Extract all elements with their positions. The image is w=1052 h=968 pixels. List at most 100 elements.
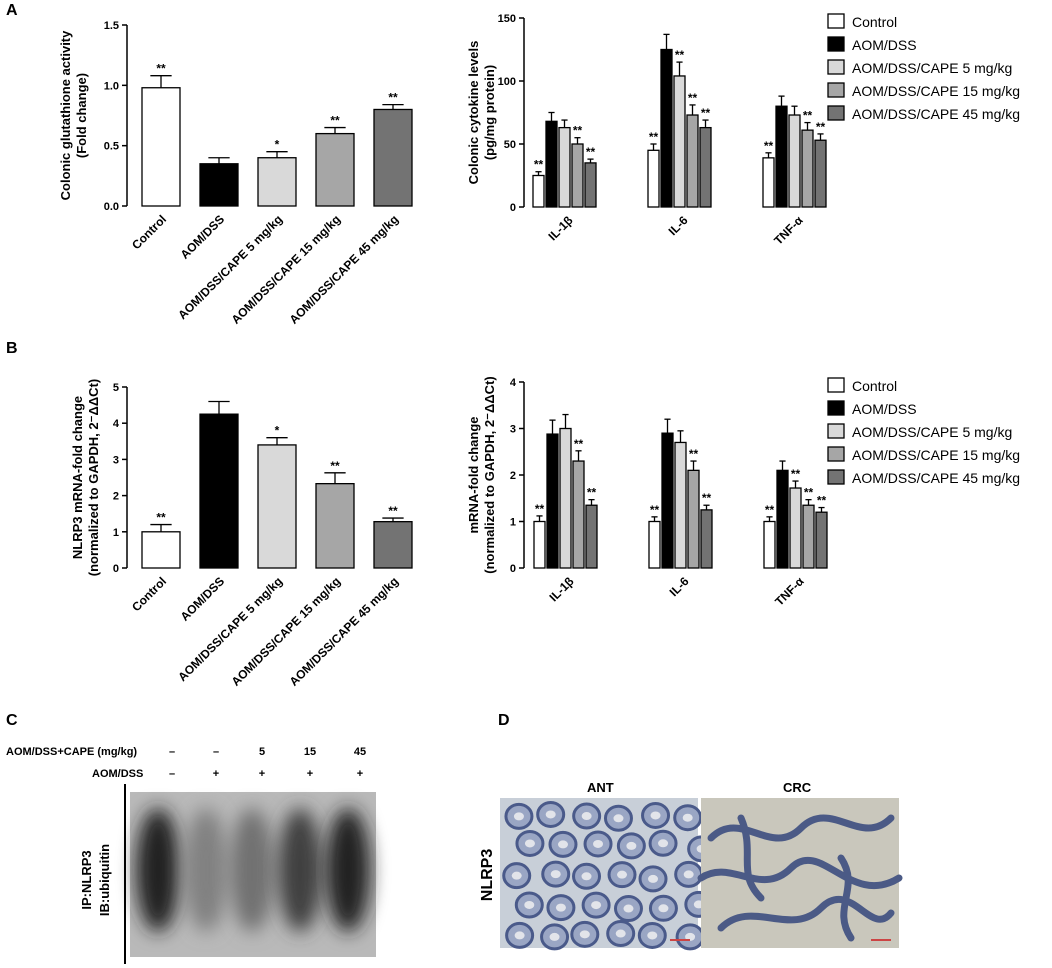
y-axis-label-line: Colonic glutathione activity (58, 30, 73, 201)
legend-label: AOM/DSS (852, 37, 917, 53)
y-axis-label-line: (Fold change) (74, 73, 89, 158)
nlrp3-mrna-bar-chart: 0 1 2 3 4 5 NLRP3 mRNA-fold change(normalized … (70, 379, 413, 689)
blot-y-label-line2: IB:ubiquitin (97, 843, 112, 917)
legend-swatch (827, 36, 845, 52)
bar (257, 444, 297, 569)
crypt-lumen (579, 930, 590, 939)
category-label: AOM/DSS/CAPE 15 mg/kg (229, 212, 344, 327)
y-tick-label: 1 (510, 517, 516, 529)
crypt-lumen (514, 931, 525, 940)
crypt-lumen (683, 870, 694, 879)
ubiquitin-smear (278, 808, 322, 932)
crypt-lumen (545, 810, 556, 819)
tumor-gland (737, 814, 765, 902)
bar (776, 469, 789, 569)
panel-letter-a: A (6, 2, 18, 19)
legend-label: AOM/DSS/CAPE 15 mg/kg (852, 83, 1020, 99)
significance-label: ** (804, 486, 814, 500)
significance-label: ** (689, 447, 699, 461)
crypt-lumen (593, 839, 604, 848)
significance-label: ** (534, 158, 544, 172)
crypt-lumen (648, 874, 659, 883)
crypt-lumen (591, 901, 602, 910)
significance-label: ** (649, 130, 659, 144)
y-axis-label-line: mRNA-fold change (466, 417, 481, 534)
crypt-lumen (685, 932, 696, 941)
blot-row1-value: 45 (353, 746, 367, 758)
blot-row1-value: 5 (258, 746, 266, 758)
bar (815, 511, 828, 569)
bar (788, 114, 801, 208)
bar (762, 157, 775, 208)
legend-swatch (827, 13, 845, 29)
bar (257, 157, 297, 207)
bar (647, 149, 660, 208)
blot-row1-value: – (168, 746, 176, 758)
y-axis-label: mRNA-fold change(normalized to GAPDH, 2⁻… (466, 376, 497, 573)
category-label: AOM/DSS/CAPE 15 mg/kg (229, 574, 344, 689)
significance-label: ** (765, 503, 775, 517)
crypt-lumen (615, 929, 626, 938)
y-tick-label: 1.5 (104, 20, 119, 32)
bar (648, 520, 661, 569)
blot-image (130, 792, 376, 957)
bar (558, 126, 571, 208)
crypt-lumen (513, 812, 524, 821)
y-axis-label-line: (normalized to GAPDH, 2⁻ΔΔCt) (482, 376, 497, 573)
legend-label: AOM/DSS (852, 401, 917, 417)
blot-y-label: IP:NLRP3 IB:ubiquitin (78, 805, 114, 955)
legend-label: Control (852, 14, 897, 30)
crypt-lumen (617, 870, 628, 879)
crypt-lumen (613, 814, 624, 823)
bar (532, 174, 545, 208)
category-label: AOM/DSS (178, 574, 228, 624)
y-tick-label: 1 (113, 527, 119, 539)
ihc-row-label: NLRP3 (479, 848, 496, 902)
category-label: IL-1β (545, 213, 575, 243)
crypt-lumen (626, 841, 637, 850)
significance-label: ** (574, 437, 584, 451)
crypt-lumen (647, 931, 658, 940)
category-label: IL-6 (666, 213, 691, 238)
ubiquitin-smear (230, 808, 274, 932)
category-label: AOM/DSS/CAPE 5 mg/kg (175, 574, 285, 684)
bar (315, 132, 355, 207)
y-axis-label: Colonic glutathione activity(Fold change… (58, 30, 89, 201)
bar (545, 120, 558, 208)
significance-label: ** (330, 114, 340, 128)
y-tick-label: 0 (510, 202, 516, 214)
panel-letter-c: C (6, 712, 18, 729)
crypt-lumen (524, 839, 535, 848)
bar (533, 520, 546, 569)
glutathione-bar-chart: 0.0 0.5 1.0 1.5 Colonic glutathione activity… (58, 20, 413, 327)
crypt-lumen (550, 870, 561, 879)
y-tick-label: 3 (510, 424, 516, 436)
bar (673, 75, 686, 208)
significance-label: ** (816, 120, 826, 134)
legend-swatch (827, 400, 845, 416)
significance-label: ** (650, 503, 660, 517)
y-tick-label: 4 (113, 418, 120, 430)
y-axis-label-line: (pg/mg protein) (482, 65, 497, 160)
bar (763, 520, 776, 569)
panel-letter-d: D (498, 712, 510, 729)
significance-label: * (275, 424, 280, 438)
blot-row1-value: 15 (303, 746, 317, 758)
bar (199, 413, 239, 569)
significance-label: ** (701, 106, 711, 120)
bar (661, 432, 674, 569)
bar (572, 460, 585, 569)
bar (700, 509, 713, 569)
category-label: TNF-α (771, 213, 806, 248)
blot-row1-value: – (212, 746, 220, 758)
blot-divider (124, 784, 126, 964)
category-label: IL-1β (546, 574, 576, 604)
category-label: Control (129, 212, 169, 252)
y-tick-label: 2 (113, 491, 119, 503)
legend-swatch (827, 59, 845, 75)
legend-label: AOM/DSS/CAPE 15 mg/kg (852, 447, 1020, 463)
bar (141, 87, 181, 207)
y-tick-label: 50 (504, 139, 516, 151)
crypt-lumen (623, 904, 634, 913)
significance-label: ** (156, 511, 166, 525)
